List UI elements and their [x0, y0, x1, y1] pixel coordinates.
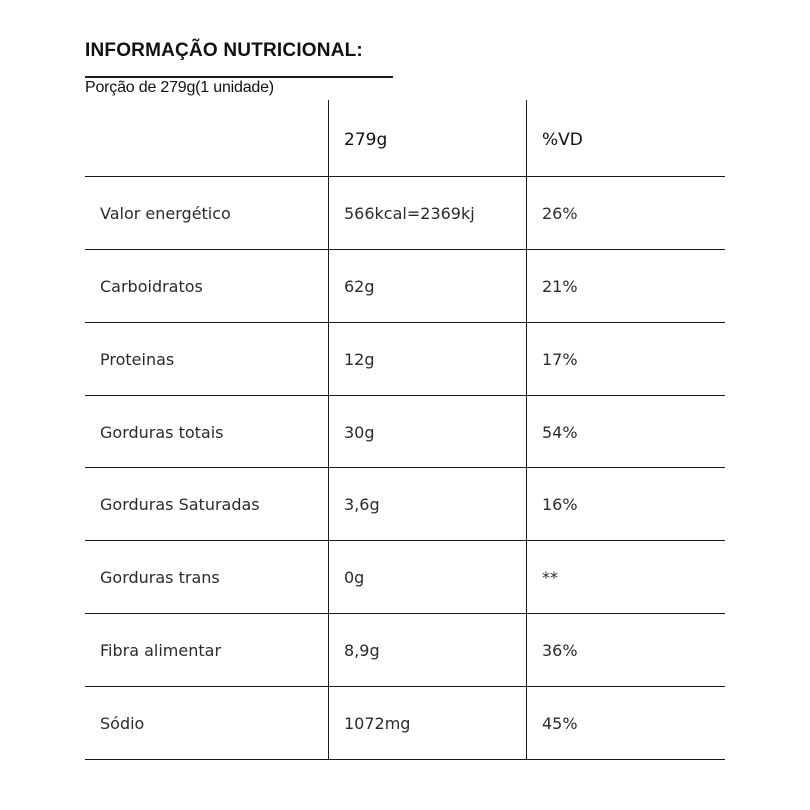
nutrient-daily-value: **	[542, 568, 558, 587]
nutrient-name: Valor energético	[100, 204, 231, 223]
nutrition-title: INFORMAÇÃO NUTRICIONAL:	[85, 40, 363, 61]
row-divider	[85, 759, 725, 760]
column-divider	[526, 100, 527, 760]
nutrient-daily-value: 21%	[542, 277, 578, 296]
nutrient-daily-value: 26%	[542, 204, 578, 223]
nutrient-quantity: 30g	[344, 423, 375, 442]
column-header-daily-value: %VD	[542, 130, 583, 150]
nutrient-quantity: 0g	[344, 568, 365, 587]
nutrient-daily-value: 36%	[542, 641, 578, 660]
nutrient-daily-value: 17%	[542, 350, 578, 369]
nutrient-quantity: 1072mg	[344, 714, 411, 733]
row-divider	[85, 176, 725, 177]
portion-label: Porção de 279g(1 unidade)	[85, 79, 274, 96]
row-divider	[85, 686, 725, 687]
column-divider	[328, 100, 329, 760]
nutrient-name: Carboidratos	[100, 277, 203, 296]
nutrient-name: Sódio	[100, 714, 145, 733]
row-divider	[85, 613, 725, 614]
column-header-quantity: 279g	[344, 130, 388, 150]
nutrient-quantity: 12g	[344, 350, 375, 369]
row-divider	[85, 322, 725, 323]
nutrient-name: Proteinas	[100, 350, 175, 369]
nutrient-daily-value: 54%	[542, 423, 578, 442]
nutrient-name: Gorduras Saturadas	[100, 495, 260, 514]
nutrition-table: 279g %VD Valor energético 566kcal=2369kj…	[85, 100, 725, 762]
row-divider	[85, 467, 725, 468]
nutrient-daily-value: 16%	[542, 495, 578, 514]
nutrient-daily-value: 45%	[542, 714, 578, 733]
row-divider	[85, 249, 725, 250]
row-divider	[85, 395, 725, 396]
nutrient-name: Fibra alimentar	[100, 641, 222, 660]
nutrient-quantity: 62g	[344, 277, 375, 296]
nutrient-quantity: 3,6g	[344, 495, 380, 514]
title-underline	[85, 76, 393, 78]
nutrient-quantity: 8,9g	[344, 641, 380, 660]
row-divider	[85, 540, 725, 541]
nutrient-quantity: 566kcal=2369kj	[344, 204, 475, 223]
nutrient-name: Gorduras trans	[100, 568, 220, 587]
nutrient-name: Gorduras totais	[100, 423, 224, 442]
